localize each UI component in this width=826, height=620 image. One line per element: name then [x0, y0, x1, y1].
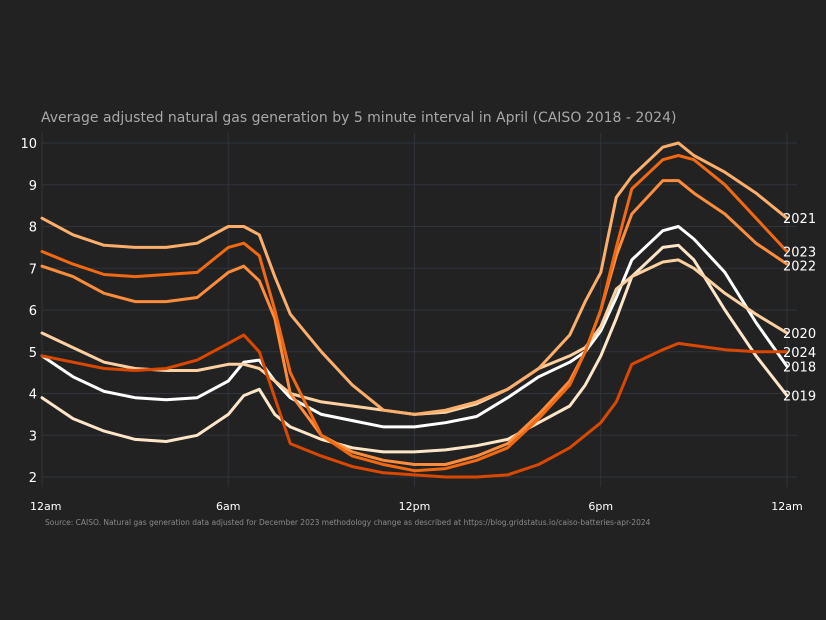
y-tick-label: 4	[29, 388, 37, 403]
y-tick-label: 9	[29, 179, 37, 194]
series-lines	[40, 141, 789, 479]
series-label-2023: 2023	[783, 246, 816, 261]
series-label-2024: 2024	[783, 346, 816, 361]
y-tick-label: 7	[29, 262, 37, 277]
chart-title: Average adjusted natural gas generation …	[41, 110, 676, 126]
x-axis-ticks: 12am 6am 12pm 6pm 12am	[30, 500, 803, 513]
series-label-2022: 2022	[783, 260, 816, 275]
y-tick-label: 3	[29, 429, 37, 444]
x-tick-label: 12am	[771, 500, 802, 513]
gridlines	[41, 133, 797, 487]
series-label-2019: 2019	[783, 390, 816, 405]
y-tick-label: 2	[29, 471, 37, 486]
x-tick-label: 12am	[30, 500, 61, 513]
y-axis-ticks: 2 3 4 5 6 7 8 9 10	[20, 137, 37, 486]
series-line-2023	[40, 154, 789, 473]
x-tick-label: 6pm	[588, 500, 613, 513]
source-note: Source: CAISO. Natural gas generation da…	[45, 518, 651, 527]
series-line-2021	[40, 141, 789, 416]
series-line-2024	[40, 333, 789, 479]
series-label-2020: 2020	[783, 327, 816, 342]
y-tick-label: 6	[29, 304, 37, 319]
series-line-2022	[40, 179, 789, 466]
y-tick-label: 10	[20, 137, 37, 152]
series-line-2019	[40, 243, 789, 454]
y-tick-label: 8	[29, 221, 37, 236]
x-tick-label: 12pm	[399, 500, 431, 513]
y-tick-label: 5	[29, 346, 37, 361]
x-tick-label: 6am	[216, 500, 240, 513]
series-label-2018: 2018	[783, 360, 816, 375]
series-line-2018	[40, 225, 789, 429]
series-label-2021: 2021	[783, 212, 816, 227]
